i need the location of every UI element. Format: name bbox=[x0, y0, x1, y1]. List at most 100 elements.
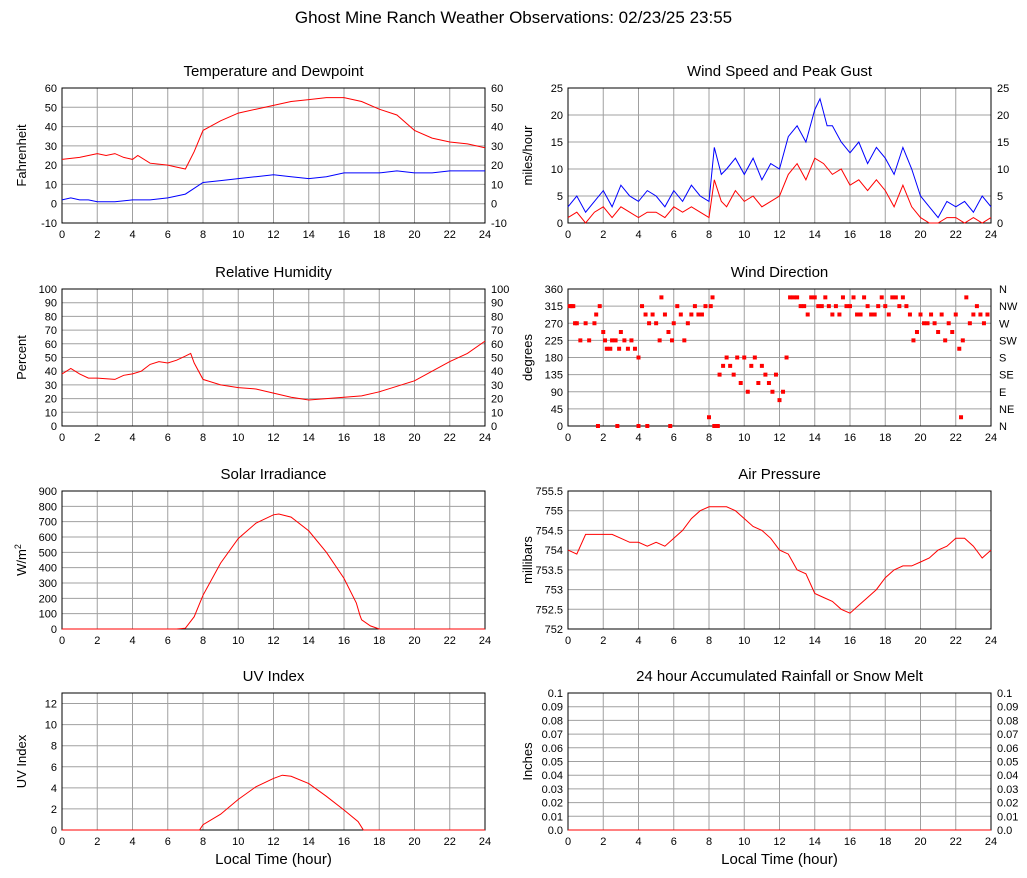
x-tick-label: 14 bbox=[303, 635, 315, 647]
y-tick-label: 753.5 bbox=[535, 565, 563, 577]
x-tick-label: 20 bbox=[408, 635, 420, 647]
data-point bbox=[689, 312, 694, 317]
data-point bbox=[608, 346, 613, 351]
data-point bbox=[851, 295, 856, 300]
y-tick-label: 754.5 bbox=[535, 525, 563, 537]
x-tick-label: 10 bbox=[738, 229, 750, 241]
data-point bbox=[594, 312, 599, 317]
x-tick-label: 18 bbox=[879, 432, 891, 444]
x-tick-label: 24 bbox=[479, 432, 491, 444]
data-point bbox=[622, 338, 627, 343]
x-tick-label: 22 bbox=[950, 229, 962, 241]
y-tick-label: -10 bbox=[41, 218, 57, 230]
data-point bbox=[766, 380, 771, 385]
data-point bbox=[784, 355, 789, 360]
y-tick-label-right: 15 bbox=[997, 137, 1009, 149]
y-tick-label-right: 0.04 bbox=[997, 770, 1018, 782]
data-point bbox=[647, 321, 652, 326]
x-tick-label: 12 bbox=[267, 635, 279, 647]
data-point bbox=[712, 424, 717, 428]
x-tick-label: 12 bbox=[773, 229, 785, 241]
y-tick-label: 45 bbox=[551, 404, 563, 416]
pressure-ylabel: millibars bbox=[520, 536, 535, 584]
y-tick-label-right: 0.0 bbox=[997, 825, 1012, 837]
y-tick-label: 4 bbox=[51, 783, 57, 795]
data-point bbox=[571, 304, 576, 309]
x-tick-label: 4 bbox=[129, 635, 135, 647]
data-point bbox=[745, 389, 750, 394]
y-tick-label: 0 bbox=[557, 218, 563, 230]
compass-label: N bbox=[999, 284, 1007, 296]
data-point bbox=[890, 295, 895, 300]
x-tick-label: 2 bbox=[600, 229, 606, 241]
x-tick-label: 20 bbox=[914, 635, 926, 647]
y-tick-label-right: 20 bbox=[491, 160, 503, 172]
y-tick-label: 600 bbox=[39, 532, 57, 544]
y-tick-label-right: 40 bbox=[491, 366, 503, 378]
y-tick-label: 0.1 bbox=[548, 688, 563, 700]
x-tick-label: 0 bbox=[59, 836, 65, 848]
y-tick-label: 100 bbox=[39, 609, 57, 621]
data-point bbox=[583, 321, 588, 326]
uv-ylabel: UV Index bbox=[14, 734, 29, 788]
y-tick-label-right: 0.07 bbox=[997, 729, 1018, 741]
x-tick-label: 2 bbox=[94, 836, 100, 848]
wind-plot-frame bbox=[567, 87, 992, 224]
x-tick-label: 14 bbox=[303, 229, 315, 241]
data-point bbox=[696, 312, 701, 317]
data-point bbox=[950, 330, 955, 335]
data-point bbox=[791, 295, 796, 300]
data-point bbox=[682, 338, 687, 343]
compass-label: SW bbox=[999, 335, 1017, 347]
y-tick-label: 0.05 bbox=[542, 757, 563, 769]
y-tick-label-right: 70 bbox=[491, 325, 503, 337]
data-point bbox=[840, 295, 845, 300]
y-tick-label: 225 bbox=[545, 335, 563, 347]
dir-plot-frame bbox=[567, 288, 992, 427]
wind-ylabel: miles/hour bbox=[520, 125, 535, 186]
x-tick-label: 4 bbox=[635, 836, 641, 848]
data-point bbox=[657, 338, 662, 343]
x-tick-label: 12 bbox=[267, 432, 279, 444]
data-point bbox=[742, 355, 747, 360]
rh-series-line-0 bbox=[61, 340, 486, 401]
uv-series-line-0 bbox=[62, 774, 485, 831]
y-tick-label: 752 bbox=[545, 624, 563, 636]
y-tick-label: 10 bbox=[45, 179, 57, 191]
data-point bbox=[848, 304, 852, 309]
data-point bbox=[809, 295, 814, 300]
data-point bbox=[957, 346, 962, 351]
y-tick-label: 90 bbox=[551, 387, 563, 399]
solar-series-line-0 bbox=[62, 513, 485, 630]
solar-ylabel: W/m2 bbox=[13, 544, 29, 576]
y-tick-label: 0.02 bbox=[542, 798, 563, 810]
data-point bbox=[816, 304, 821, 309]
y-tick-label-right: 10 bbox=[491, 407, 503, 419]
data-point bbox=[929, 312, 934, 317]
y-tick-label: 20 bbox=[45, 160, 57, 172]
y-tick-label-right: 0.02 bbox=[997, 798, 1018, 810]
data-point bbox=[749, 363, 754, 368]
x-tick-label: 18 bbox=[373, 229, 385, 241]
temp-plot-frame bbox=[61, 87, 486, 224]
data-point bbox=[597, 304, 602, 309]
data-point bbox=[844, 304, 849, 309]
compass-label: E bbox=[999, 387, 1006, 399]
x-tick-label: 12 bbox=[773, 836, 785, 848]
data-point bbox=[603, 338, 608, 343]
y-tick-label-right: 0.09 bbox=[997, 702, 1018, 714]
x-tick-label: 20 bbox=[408, 229, 420, 241]
data-point bbox=[883, 304, 888, 309]
compass-label: NE bbox=[999, 404, 1014, 416]
data-point bbox=[738, 380, 743, 385]
x-tick-label: 14 bbox=[809, 836, 821, 848]
x-tick-label: 16 bbox=[844, 432, 856, 444]
y-tick-label: 200 bbox=[39, 593, 57, 605]
data-point bbox=[592, 321, 597, 326]
data-point bbox=[960, 338, 965, 343]
page-title: Ghost Mine Ranch Weather Observations: 0… bbox=[294, 8, 733, 27]
y-tick-label: 40 bbox=[45, 122, 57, 134]
y-tick-label: 0 bbox=[557, 421, 563, 433]
x-tick-label: 24 bbox=[985, 635, 997, 647]
data-point bbox=[922, 321, 927, 326]
